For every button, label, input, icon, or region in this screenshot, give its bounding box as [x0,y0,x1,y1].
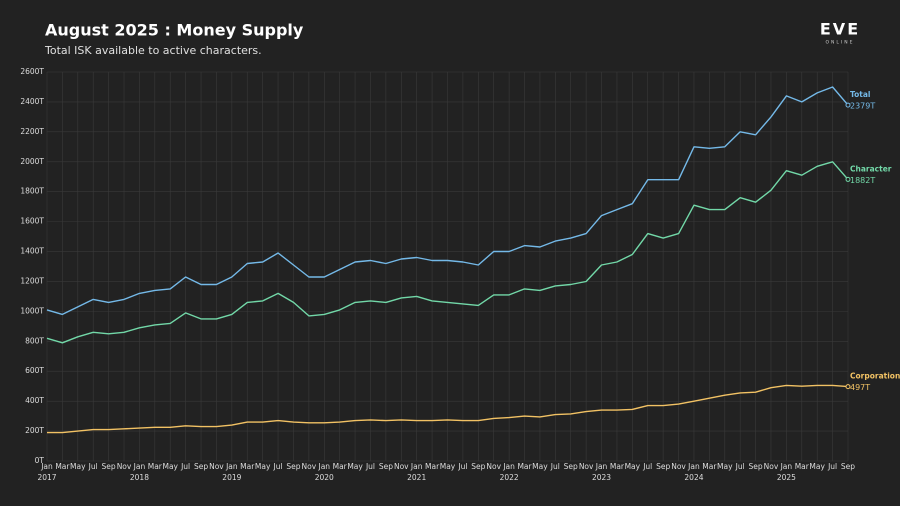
y-tick-label: 800T [25,336,44,345]
end-point [845,384,851,390]
chart-title: August 2025 : Money Supply [45,21,304,40]
x-tick-label: Mar [795,462,810,471]
legend-label: Total [850,90,871,99]
x-tick-label: Jan [225,462,238,471]
x-tick-label: Sep [286,462,300,471]
x-year-label: 2020 [315,473,334,482]
x-tick-label: Nov [117,462,132,471]
x-tick-label: Sep [841,462,855,471]
series-line [46,86,849,316]
x-tick-label: Jul [827,462,837,471]
x-tick-label: May [809,462,825,471]
series-line [47,384,849,434]
x-tick-label: May [255,462,271,471]
x-tick-label: May [162,462,178,471]
x-tick-label: May [70,462,86,471]
y-tick-label: 600T [25,366,44,375]
x-year-label: 2022 [500,473,519,482]
x-tick-label: Sep [471,462,485,471]
x-tick-label: Sep [102,462,116,471]
x-tick-label: Mar [148,462,163,471]
x-tick-label: Jan [317,462,330,471]
chart-subtitle: Total ISK available to active characters… [44,44,262,57]
data-label: 497T [850,383,870,392]
x-year-label: 2024 [684,473,703,482]
x-tick-label: Nov [209,462,224,471]
x-tick-label: Sep [564,462,578,471]
y-tick-label: 2600T [20,67,44,76]
data-label: 1882T [850,176,875,185]
y-tick-label: 1600T [20,217,44,226]
x-year-label: 2025 [777,473,796,482]
x-tick-label: May [440,462,456,471]
x-tick-label: Mar [240,462,255,471]
x-tick-label: Jan [780,462,793,471]
end-point [845,176,851,182]
x-tick-label: Jul [180,462,190,471]
x-tick-label: Nov [579,462,594,471]
y-tick-label: 2200T [20,127,44,136]
y-tick-label: 1800T [20,187,44,196]
x-tick-label: Jul [642,462,652,471]
x-tick-label: Mar [517,462,532,471]
y-tick-label: 2400T [20,97,44,106]
y-tick-label: 2000T [20,157,44,166]
logo: EVE [820,20,860,39]
x-tick-label: Mar [333,462,348,471]
x-tick-label: Jan [595,462,608,471]
x-tick-label: Jul [88,462,98,471]
y-tick-label: 0T [35,456,45,465]
x-tick-label: May [625,462,641,471]
x-tick-label: Sep [194,462,208,471]
x-year-label: 2021 [407,473,426,482]
x-tick-label: Mar [55,462,70,471]
x-tick-label: Jan [410,462,423,471]
x-tick-label: Jul [735,462,745,471]
x-tick-label: May [347,462,363,471]
x-year-label: 2018 [130,473,149,482]
x-year-label: 2017 [37,473,56,482]
x-tick-label: Nov [394,462,409,471]
series-line [46,161,849,344]
x-tick-label: Nov [302,462,317,471]
x-tick-label: Jul [273,462,283,471]
y-tick-label: 400T [25,396,44,405]
y-tick-label: 1000T [20,306,44,315]
x-tick-label: Jan [502,462,515,471]
x-year-label: 2023 [592,473,611,482]
x-tick-label: May [532,462,548,471]
x-tick-label: Nov [486,462,501,471]
end-point [845,102,851,108]
x-tick-label: Sep [656,462,670,471]
x-tick-label: Jul [457,462,467,471]
x-tick-label: Mar [610,462,625,471]
x-tick-label: Sep [749,462,763,471]
x-tick-label: Mar [702,462,717,471]
x-tick-label: Jul [550,462,560,471]
legend-label: Corporation [850,372,900,381]
x-tick-label: Sep [379,462,393,471]
x-tick-label: Jan [687,462,700,471]
x-tick-label: Jan [40,462,53,471]
x-tick-label: Jul [365,462,375,471]
y-tick-label: 200T [25,426,44,435]
x-tick-label: Nov [764,462,779,471]
x-tick-label: Mar [425,462,440,471]
x-tick-label: May [717,462,733,471]
y-tick-label: 1200T [20,276,44,285]
y-tick-label: 1400T [20,247,44,256]
logo-sub: ONLINE [826,40,855,46]
data-label: 2379T [850,102,875,111]
x-tick-label: Nov [671,462,686,471]
legend-label: Character [850,164,892,173]
x-tick-label: Jan [133,462,146,471]
x-year-label: 2019 [222,473,241,482]
